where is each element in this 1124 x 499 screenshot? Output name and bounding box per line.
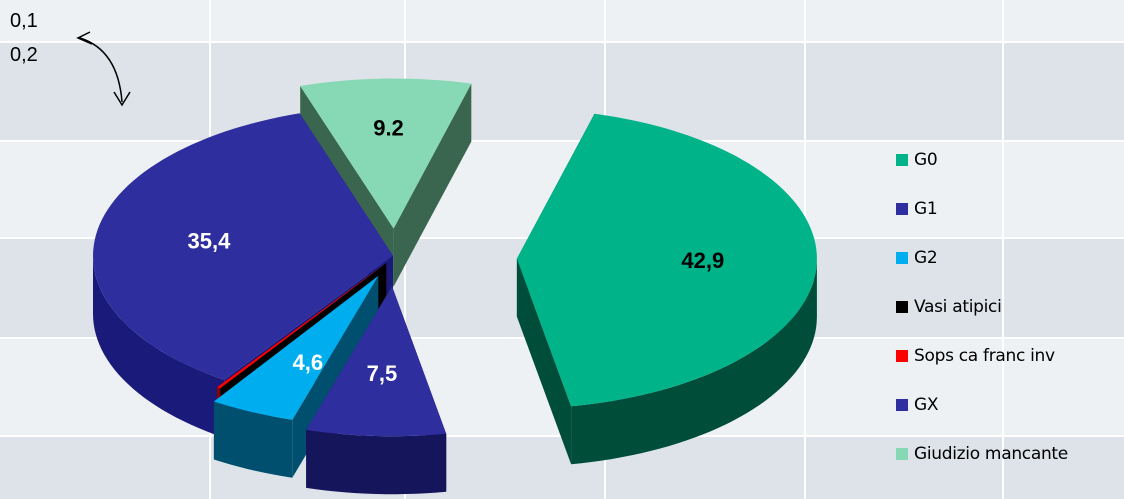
pie-slice-wall: [213, 401, 293, 478]
pie-slice-top: [217, 263, 387, 389]
pie-slice: [306, 286, 447, 495]
pie-slice-top: [306, 286, 447, 437]
data-label: 4,6: [293, 350, 324, 375]
legend-swatch: [896, 202, 908, 215]
pie-slice-top: [300, 78, 472, 229]
pie-slice-wall: [571, 258, 817, 465]
legend-item-g1: G1: [896, 184, 1124, 233]
legend: G0 G1 G2 Vasi atipici Sops ca franc inv …: [896, 135, 1124, 478]
legend-item-vasi-atipici: Vasi atipici: [896, 282, 1124, 331]
pie-slice-top: [93, 113, 393, 380]
legend-swatch: [896, 153, 908, 166]
legend-label: GX: [914, 394, 939, 415]
pie-slice-top: [213, 276, 379, 420]
legend-label: G1: [914, 198, 938, 219]
legend-swatch: [896, 251, 908, 264]
callout-arrow: [76, 31, 131, 107]
annotation-vasi-atipici-value: 0,1: [10, 10, 38, 32]
legend-item-g0: G0: [896, 135, 1124, 184]
data-label: 42,9: [681, 248, 724, 273]
legend-swatch: [896, 349, 908, 362]
legend-swatch: [896, 300, 908, 313]
pie-slice-top: [516, 113, 817, 407]
legend-label: Vasi atipici: [914, 296, 1002, 317]
data-label: 7,5: [367, 361, 398, 386]
pie-slice-side: [516, 258, 572, 465]
legend-label: G2: [914, 247, 938, 268]
legend-item-gx: GX: [896, 380, 1124, 429]
grid-band: [0, 0, 1124, 42]
data-label: 9.2: [373, 115, 404, 140]
pie-slice-wall: [306, 429, 447, 495]
legend-label: Giudizio mancante: [914, 443, 1068, 464]
pie-slice-wall: [93, 255, 225, 438]
legend-item-giudizio-mancante: Giudizio mancante: [896, 429, 1124, 478]
callout-arrow-head-start: [76, 31, 93, 45]
annotation-sops-value: 0,2: [10, 44, 38, 66]
legend-swatch: [896, 398, 908, 411]
callout-arrow-head-end: [113, 91, 131, 107]
pie-slice-side: [393, 83, 472, 287]
legend-item-g2: G2: [896, 233, 1124, 282]
callout-arrow-line: [79, 37, 123, 103]
legend-item-sops: Sops ca franc inv: [896, 331, 1124, 380]
legend-label: Sops ca franc inv: [914, 345, 1055, 366]
pie-slice: [516, 113, 817, 465]
legend-swatch: [896, 447, 908, 460]
legend-label: G0: [914, 149, 938, 170]
data-label: 35,4: [187, 229, 231, 254]
pie-slice-top: [220, 263, 387, 389]
